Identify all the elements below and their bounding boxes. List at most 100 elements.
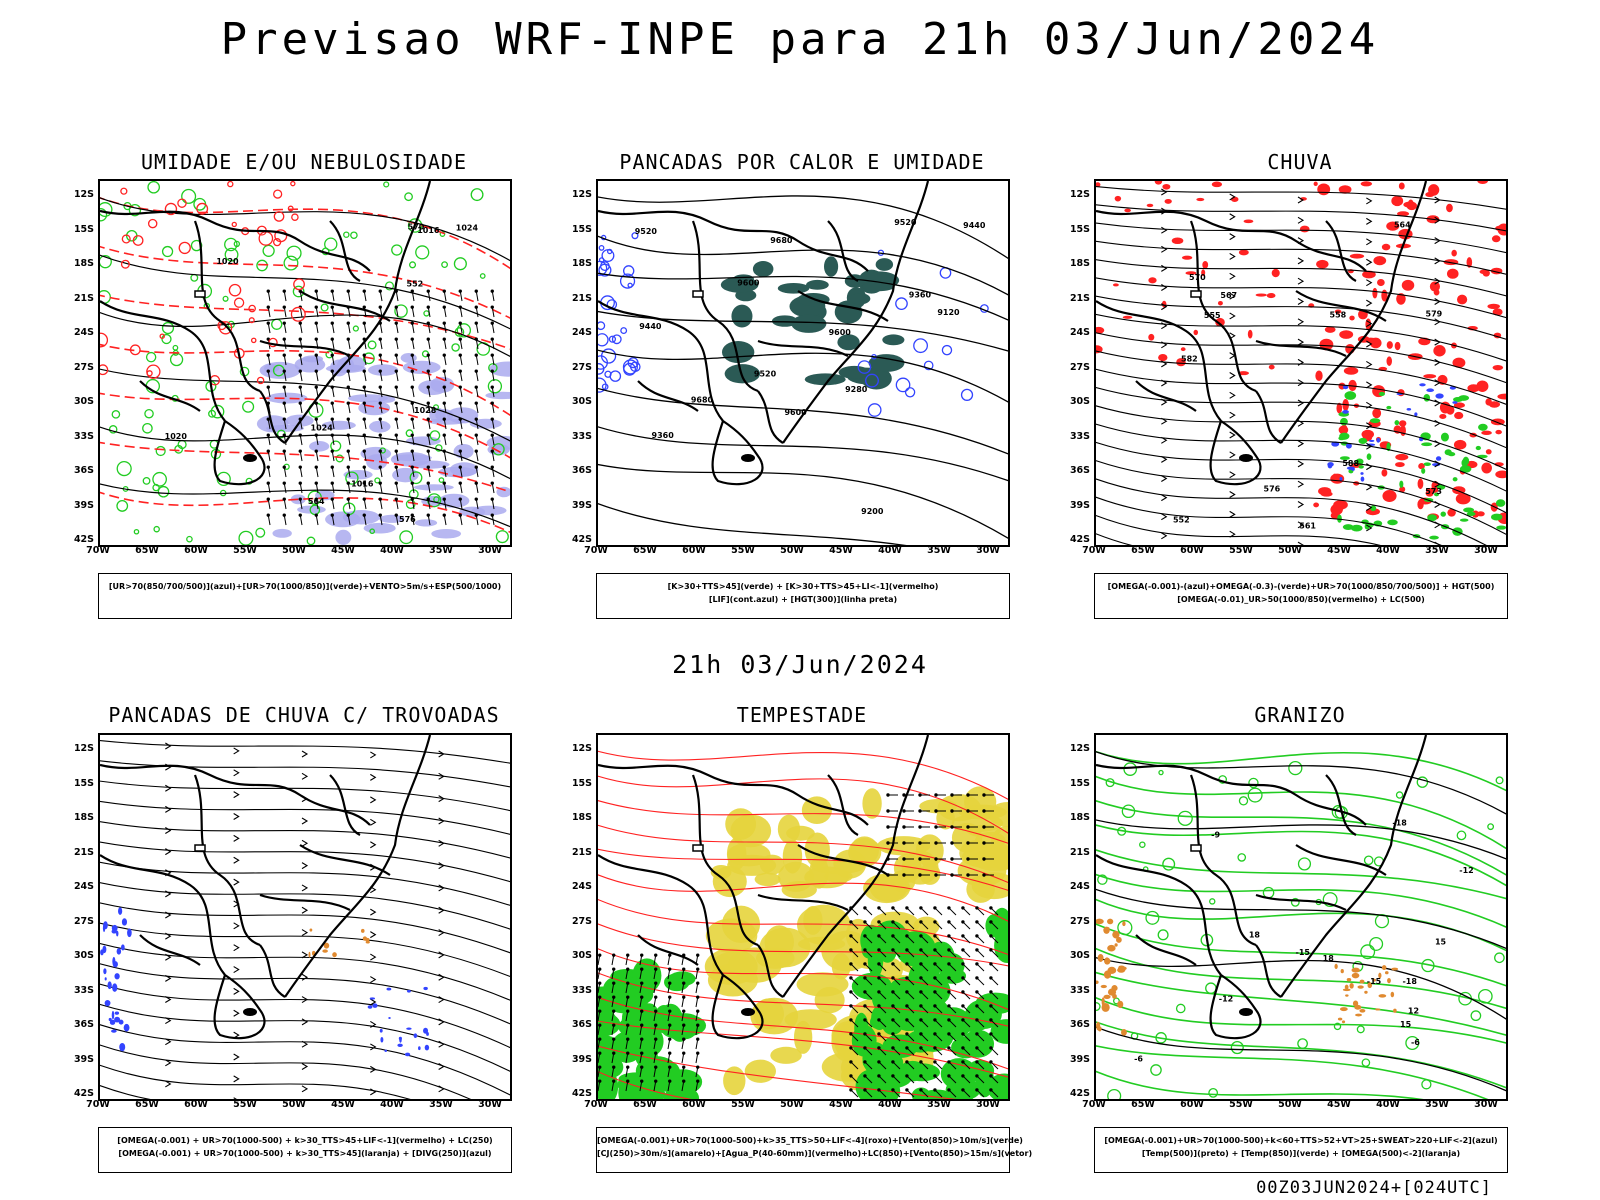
wind-vectors-arrowhead: [426, 337, 430, 341]
lc250-streamlines-arrow: [165, 932, 172, 940]
wind850-vectors-east-arrowhead: [863, 934, 867, 938]
wind-vectors-arrowhead: [458, 449, 462, 453]
granizo-contour-label: -15: [1296, 948, 1311, 957]
rain-red-areas-patch: [1381, 243, 1391, 251]
granizo-boundary-line: [1189, 774, 1257, 947]
jet-yellow-areas-patch: [957, 855, 1007, 887]
granizo-contour-label: -6: [1411, 1038, 1420, 1047]
humidity-green-contours-ring: [283, 255, 299, 271]
temp850-green-rings-ring: [1123, 762, 1138, 776]
rain-red-areas-patch: [1418, 463, 1425, 470]
wind-vectors-arrowhead: [378, 513, 382, 517]
hgt300-black-contours: [598, 195, 1008, 545]
rain-red-areas-patch: [1333, 500, 1348, 510]
humidity-green-contours-ring: [111, 410, 121, 419]
lif-blue-contours-east-ring: [923, 360, 934, 371]
lc250-streamlines-arrow: [438, 750, 445, 758]
hgt300-black-contours-line: [598, 272, 1008, 321]
humidity-green-contours-ring: [222, 295, 229, 302]
rain-red-areas-patch: [1334, 309, 1342, 314]
pancadas-calor-boundary-line: [637, 380, 699, 412]
wind850-vectors-east-arrowhead: [919, 1046, 923, 1050]
wind850-vectors-arrowhead: [626, 995, 630, 999]
humidity-red-speckles-ring: [290, 306, 306, 322]
wind850-vectors-north-arrowhead: [950, 873, 954, 877]
wind850-vectors-north-arrowhead: [966, 873, 970, 877]
wind850-vectors-east-arrowhead: [849, 934, 853, 938]
storm-orange-points-patch: [364, 937, 370, 942]
wind850-vectors-north-arrowhead: [902, 857, 906, 861]
rain-red-areas-patch: [1362, 270, 1376, 279]
wind850-vectors-east-arrowhead: [933, 1060, 937, 1064]
humidity-lavender-band-patch: [347, 394, 388, 403]
humidity-red-speckles-ring: [100, 364, 109, 376]
wind-vectors-arrowhead: [298, 321, 302, 325]
lif-blue-contours-ring: [598, 355, 608, 370]
wind-vectors-arrowhead: [490, 353, 494, 357]
wind850-vectors-east-arrowhead: [891, 962, 895, 966]
rain-red-areas-west-patch: [1112, 283, 1119, 287]
wind850-vectors-east-arrowhead: [989, 962, 993, 966]
rain-blue-band-patch: [1435, 393, 1444, 399]
rain-red-areas-patch: [1428, 184, 1440, 196]
hgt500-streamlines-arrow: [1366, 197, 1373, 205]
rain-red-areas-patch: [1497, 393, 1506, 400]
temp850-green-rings-ring: [1117, 826, 1127, 836]
lc250-streamlines-arrow: [438, 929, 445, 937]
rain-red-areas-patch: [1338, 185, 1352, 194]
wind-vectors-arrowhead: [314, 497, 318, 501]
chuva-boundary-line: [1189, 220, 1257, 393]
wind850-vectors-east-arrowhead: [877, 1088, 881, 1092]
rain-red-areas-patch: [1313, 502, 1320, 508]
wind-vectors-arrowhead: [394, 385, 398, 389]
humidity-lavender-band-patch: [302, 355, 324, 363]
lc250-streamlines-arrow: [233, 769, 240, 777]
temp850-green-rings-ring: [1097, 874, 1108, 885]
trovoadas-boundary-line: [259, 893, 351, 911]
convection-teal-areas-patch: [837, 334, 860, 351]
temp850-green-contours-line: [1096, 996, 1506, 1044]
wind850-vectors-east-arrowhead: [989, 976, 993, 980]
wind850-vectors-north-arrowhead: [918, 841, 922, 845]
wind-vectors-arrowhead: [410, 449, 414, 453]
rain-red-areas-patch: [1407, 199, 1414, 210]
rain-blue-band-patch: [1327, 462, 1334, 467]
wind850-vectors-east-arrowhead: [989, 1004, 993, 1008]
wind850-vectors-east-arrowhead: [975, 962, 979, 966]
wind-vectors-arrowhead: [490, 385, 494, 389]
divergence-blue-points-patch: [114, 1011, 120, 1015]
granizo-contour-label: 18: [1249, 931, 1261, 940]
rain-red-areas-patch: [1319, 338, 1334, 351]
lif-blue-contours-east-ring: [960, 388, 974, 401]
wind-vectors-arrowhead: [490, 449, 494, 453]
wind-vectors-arrowhead: [378, 369, 382, 373]
humidity-green-contours-ring: [343, 231, 350, 238]
wind850-vectors-arrowhead: [640, 981, 644, 985]
pancadas-calor-lon-tick: 40W: [878, 545, 902, 556]
lc250-streamlines-arrow: [301, 862, 309, 870]
granizo-lon-tick: 35W: [1425, 1099, 1449, 1110]
wind850-vectors-arrowhead: [612, 1051, 616, 1055]
hgt500-streamlines-arrow: [1297, 399, 1305, 407]
wind-vectors-arrowhead: [330, 369, 334, 373]
wind-vectors-arrowhead: [394, 497, 398, 501]
wind850-vectors-east-arrowhead: [975, 1088, 979, 1092]
wind-vectors-arrowhead: [282, 497, 286, 501]
wind850-vectors-east-arrowhead: [863, 1060, 867, 1064]
rain-red-areas-patch: [1417, 499, 1424, 510]
lif-blue-contours-ring: [622, 359, 638, 375]
jet-yellow-areas-south-patch: [770, 1046, 802, 1064]
divergence-blue-line-patch: [379, 1028, 383, 1033]
chuva-lon-tick: 70W: [1082, 545, 1106, 556]
hgt500-streamlines-arrow: [1229, 411, 1236, 419]
wind850-vectors-arrowhead: [682, 981, 686, 985]
wind850-vectors-north-arrowhead: [886, 809, 890, 813]
wind850-vectors-north-arrowhead: [918, 825, 922, 829]
umidade-lat-tick: 21S: [73, 292, 94, 304]
wind-vectors-arrowhead: [426, 449, 430, 453]
temp850-green-rings-ring: [1360, 944, 1376, 960]
pancadas-calor-lon-tick: 30W: [976, 545, 1000, 556]
rain-green-band-patch: [1366, 453, 1372, 460]
rain-red-areas-west-patch: [1162, 183, 1171, 190]
lc250-streamlines: [100, 739, 510, 1099]
